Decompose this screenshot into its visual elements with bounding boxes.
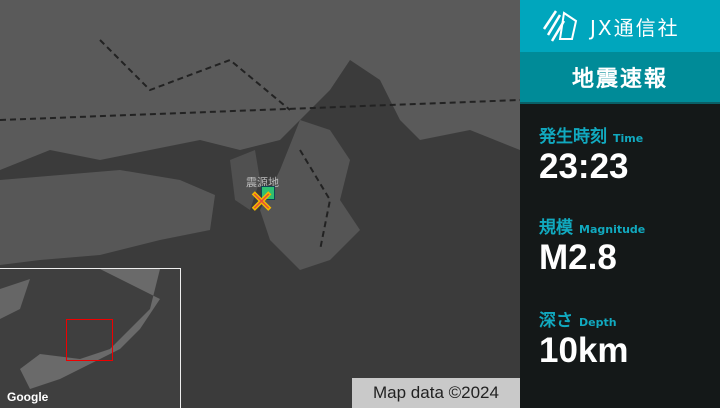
station-marker bbox=[261, 186, 275, 200]
map-attribution: Map data ©2024 bbox=[352, 378, 520, 408]
inset-land bbox=[0, 269, 160, 389]
time-item: 発生時刻 Time 23:23 bbox=[520, 122, 720, 187]
google-logo: Google bbox=[7, 390, 49, 404]
depth-label: 深さ bbox=[539, 311, 573, 331]
info-panel: JX通信社 地震速報 発生時刻 Time 23:23 規模 Magnitude M2… bbox=[520, 0, 720, 408]
magnitude-item: 規模 Magnitude M2.8 bbox=[520, 213, 720, 278]
map[interactable]: 震源地 ✕ Google Map data ©2024 bbox=[0, 0, 520, 408]
magnitude-label: 規模 bbox=[539, 218, 573, 238]
epicenter-label: 震源地 bbox=[246, 176, 279, 189]
jx-logo-icon bbox=[542, 10, 578, 42]
depth-label-en: Depth bbox=[579, 316, 617, 329]
overview-inset-map bbox=[0, 268, 181, 408]
brand-header: JX通信社 bbox=[520, 0, 720, 52]
time-label: 発生時刻 bbox=[539, 127, 607, 147]
depth-item: 深さ Depth 10km bbox=[520, 306, 720, 371]
panel-title: 地震速報 bbox=[520, 52, 720, 104]
epicenter-x-icon: ✕ bbox=[248, 185, 275, 220]
magnitude-label-en: Magnitude bbox=[579, 223, 646, 236]
time-label-en: Time bbox=[613, 132, 644, 145]
region-highlight bbox=[66, 319, 113, 361]
magnitude-value: M2.8 bbox=[539, 238, 617, 277]
depth-value: 10km bbox=[539, 331, 629, 370]
time-value: 23:23 bbox=[539, 147, 629, 186]
map-land bbox=[0, 0, 520, 270]
brand-name: JX通信社 bbox=[590, 15, 680, 40]
